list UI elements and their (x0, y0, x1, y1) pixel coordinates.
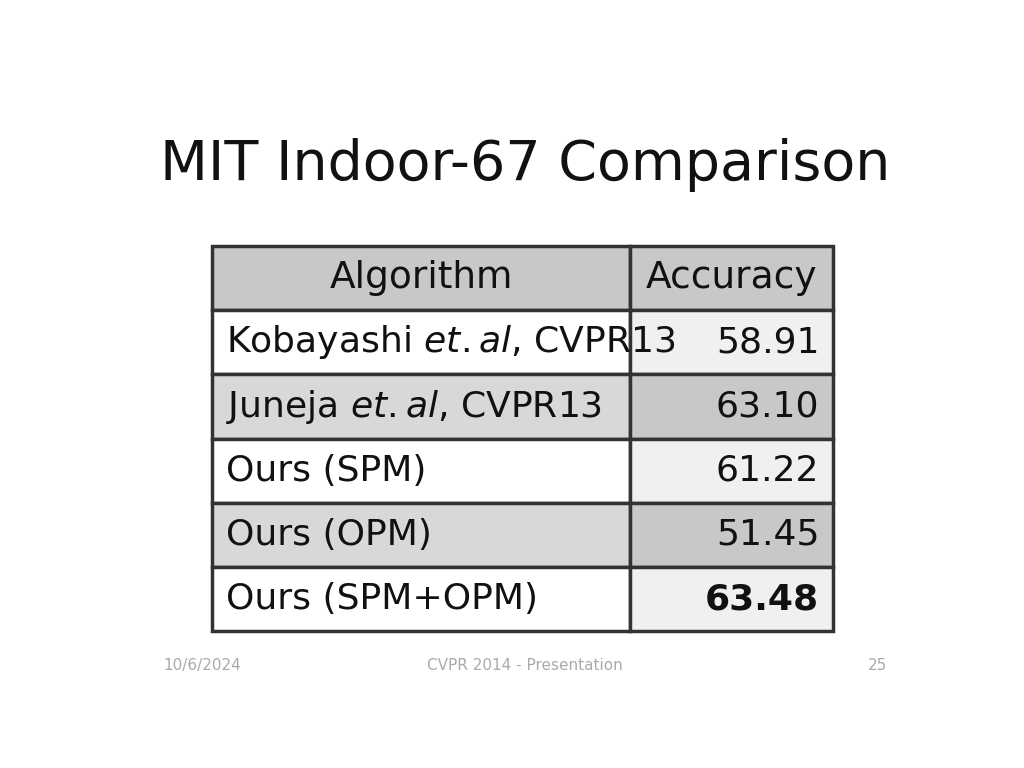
Text: Algorithm: Algorithm (330, 260, 513, 296)
Bar (212, 503, 630, 567)
Text: 10/6/2024: 10/6/2024 (163, 658, 241, 674)
Text: 25: 25 (868, 658, 888, 674)
Text: Ours (SPM): Ours (SPM) (225, 454, 426, 488)
Text: 63.48: 63.48 (706, 582, 819, 616)
Text: 51.45: 51.45 (716, 518, 819, 552)
Bar (212, 310, 630, 375)
Text: 63.10: 63.10 (716, 389, 819, 424)
Text: Accuracy: Accuracy (646, 260, 817, 296)
Text: MIT Indoor-67 Comparison: MIT Indoor-67 Comparison (160, 138, 890, 192)
Bar (630, 503, 834, 567)
Bar (630, 439, 834, 503)
Bar (212, 375, 630, 439)
Bar (212, 439, 630, 503)
Bar (630, 375, 834, 439)
Text: 61.22: 61.22 (716, 454, 819, 488)
Bar (630, 567, 834, 631)
Bar (212, 247, 630, 310)
Bar (212, 567, 630, 631)
Text: CVPR 2014 - Presentation: CVPR 2014 - Presentation (427, 658, 623, 674)
Text: Juneja $\it{et.al}$, CVPR13: Juneja $\it{et.al}$, CVPR13 (225, 388, 602, 425)
Bar (630, 310, 834, 375)
Text: Ours (SPM+OPM): Ours (SPM+OPM) (225, 582, 538, 616)
Text: Ours (OPM): Ours (OPM) (225, 518, 431, 552)
Text: Kobayashi $\it{et.al}$, CVPR13: Kobayashi $\it{et.al}$, CVPR13 (225, 323, 675, 362)
Bar (630, 247, 834, 310)
Text: 58.91: 58.91 (716, 326, 819, 359)
